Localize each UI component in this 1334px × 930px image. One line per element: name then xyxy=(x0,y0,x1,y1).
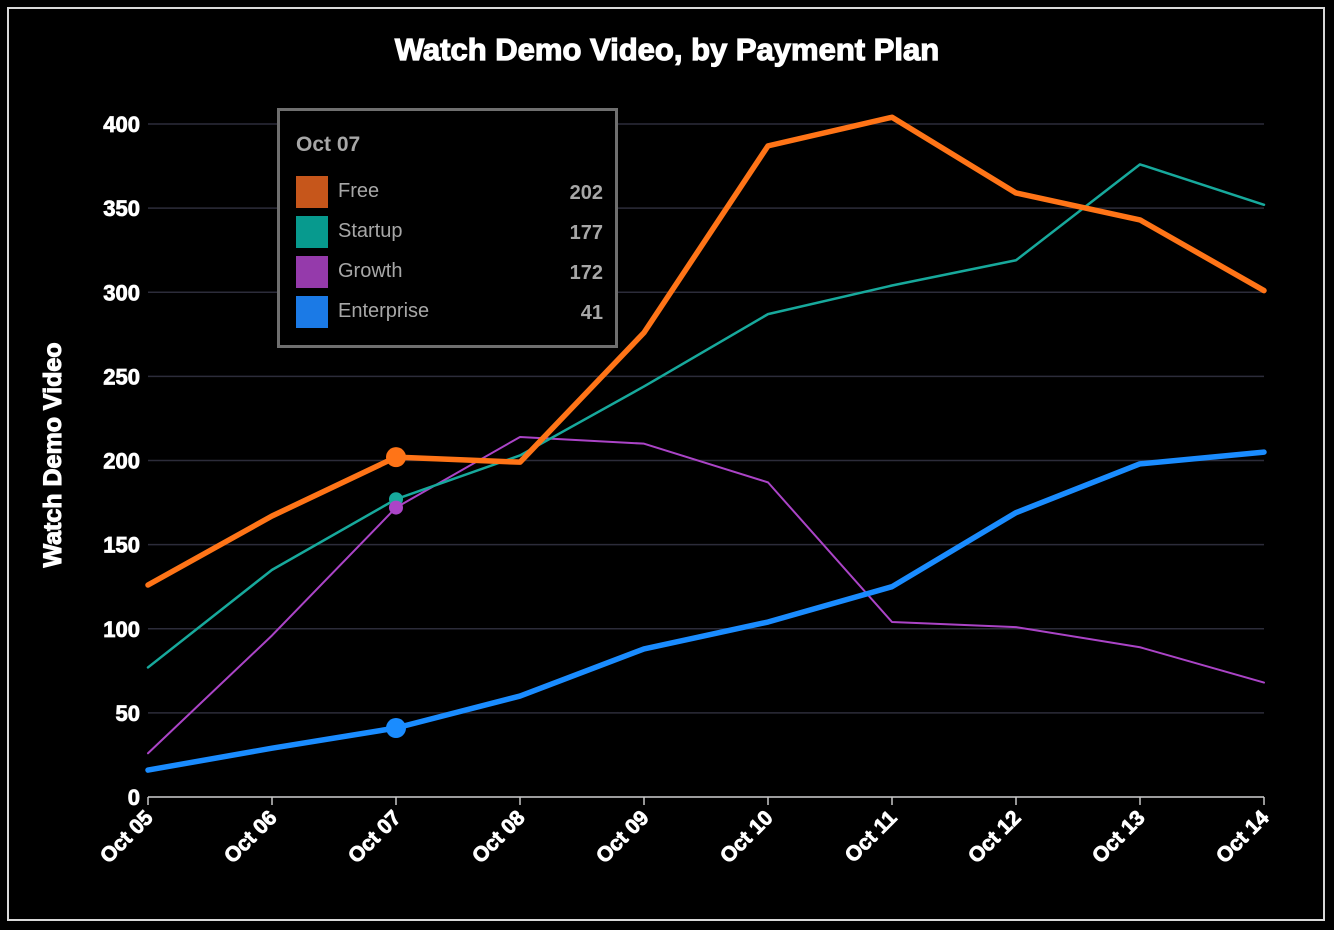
tooltip-row-growth: Growth 172 xyxy=(296,256,603,288)
x-tick-label: Oct 07 xyxy=(344,806,406,868)
x-tick-label: Oct 13 xyxy=(1088,806,1150,868)
tooltip-label: Enterprise xyxy=(338,300,430,322)
growth-swatch xyxy=(296,256,328,288)
series-line-enterprise xyxy=(145,449,1267,773)
series-line-startup xyxy=(146,163,1266,669)
y-tick-label: 400 xyxy=(103,112,140,137)
tooltip: Oct 07 Free 202 Startup 177 Growth 172 E… xyxy=(277,108,618,348)
tooltip-value: 177 xyxy=(569,222,603,244)
y-tick-label: 250 xyxy=(103,364,140,389)
chart-frame xyxy=(7,7,1325,921)
y-tick-label: 300 xyxy=(103,280,140,305)
tooltip-value: 172 xyxy=(569,262,603,284)
y-axis-label: Watch Demo Video xyxy=(39,342,67,567)
tooltip-row-free: Free 202 xyxy=(296,176,603,208)
y-tick-label: 350 xyxy=(103,196,140,221)
x-tick-label: Oct 11 xyxy=(841,806,902,867)
tooltip-label: Growth xyxy=(338,260,403,282)
x-tick-label: Oct 05 xyxy=(96,806,158,868)
y-tick-label: 0 xyxy=(128,785,140,810)
tooltip-value: 202 xyxy=(569,182,603,204)
y-tick-label: 150 xyxy=(103,533,140,558)
marker-enterprise xyxy=(386,718,406,739)
y-tick-labels: 0 50 100 150 200 250 300 350 400 xyxy=(103,112,141,811)
tooltip-label: Startup xyxy=(338,220,403,242)
y-tick-label: 200 xyxy=(103,449,140,474)
series-lines xyxy=(145,114,1267,773)
marker-growth xyxy=(389,500,403,515)
series-line-free xyxy=(145,114,1267,588)
free-swatch xyxy=(296,176,328,208)
x-tick-label: Oct 09 xyxy=(592,806,654,868)
x-tick-label: Oct 06 xyxy=(220,806,282,868)
x-tick-label: Oct 14 xyxy=(1212,806,1274,868)
tooltip-label: Free xyxy=(338,180,380,202)
x-tick-labels: Oct 05 Oct 06 Oct 07 Oct 08 Oct 09 Oct 10 Oct … xyxy=(95,806,1274,869)
x-tick-label: Oct 12 xyxy=(964,806,1026,868)
y-tick-label: 50 xyxy=(116,701,140,726)
startup-swatch xyxy=(296,216,328,248)
hover-markers xyxy=(386,447,406,739)
tooltip-row-startup: Startup 177 xyxy=(296,216,603,248)
marker-free xyxy=(386,447,406,468)
enterprise-swatch xyxy=(296,296,328,328)
x-tick-label: Oct 08 xyxy=(468,806,530,868)
tooltip-value: 41 xyxy=(580,302,603,324)
chart-title: Watch Demo Video, by Payment Plan xyxy=(395,32,939,67)
tooltip-title: Oct 07 xyxy=(296,133,361,156)
tooltip-row-enterprise: Enterprise 41 xyxy=(296,296,603,328)
x-tick-label: Oct 10 xyxy=(716,806,778,868)
y-tick-label: 100 xyxy=(103,617,140,642)
series-line-growth xyxy=(147,435,1265,755)
